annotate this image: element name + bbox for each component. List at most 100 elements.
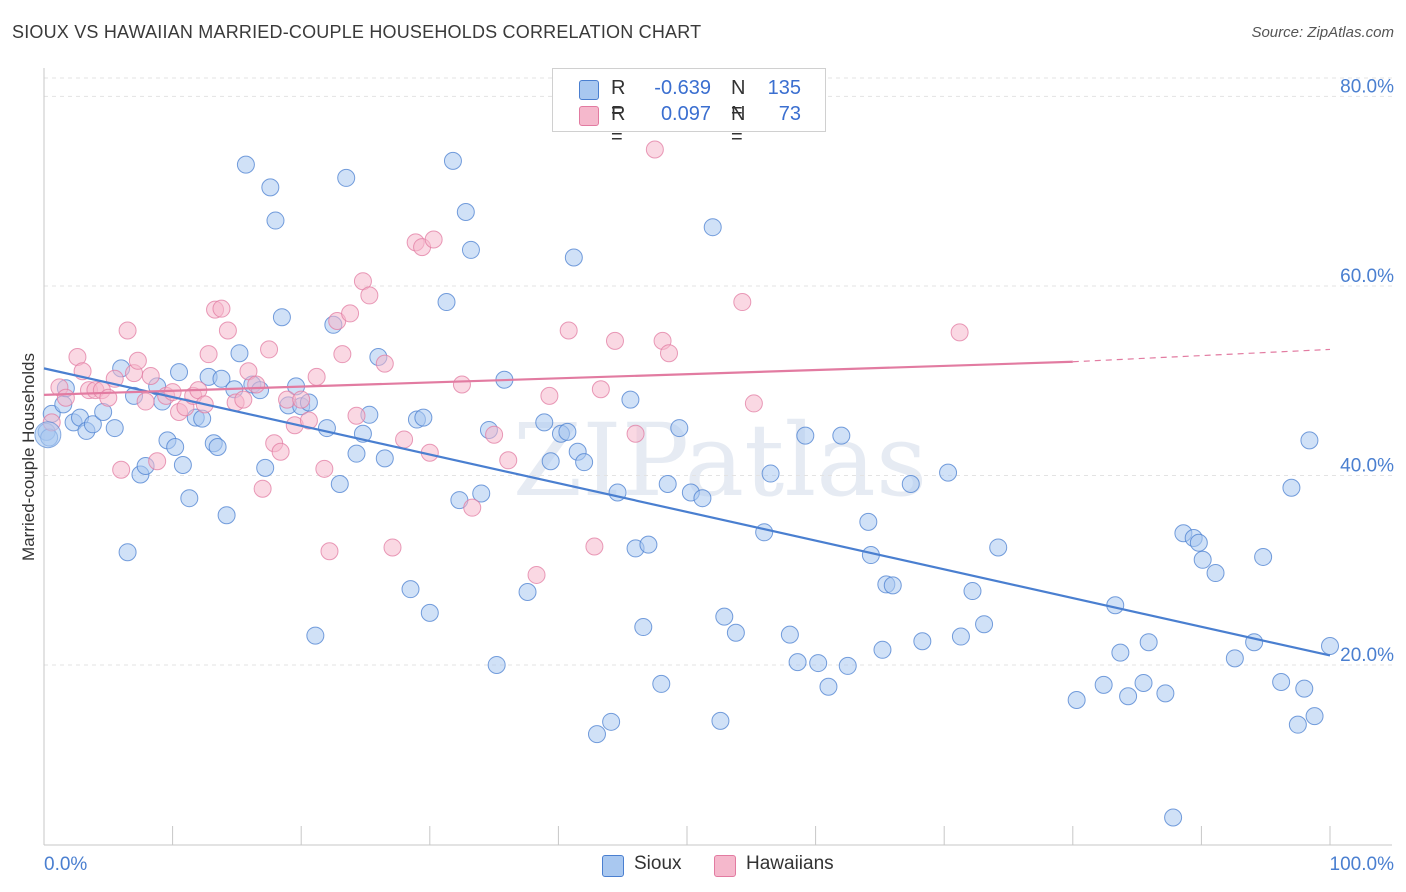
sioux-point xyxy=(236,155,255,174)
hawaiians-point xyxy=(347,406,366,425)
hawaiians-trend-line xyxy=(43,360,1073,397)
sioux-point xyxy=(939,463,958,482)
sioux-point xyxy=(901,474,920,493)
legend-swatch-sioux xyxy=(602,855,624,877)
x-axis-ticks xyxy=(43,826,1331,845)
sioux-point xyxy=(317,419,336,438)
sioux-point xyxy=(634,618,653,637)
chart-title: SIOUX VS HAWAIIAN MARRIED-COUPLE HOUSEHO… xyxy=(12,22,702,42)
hawaiians-point xyxy=(253,479,272,498)
hawaiians-point xyxy=(299,411,318,430)
hawaiians-point xyxy=(540,386,559,405)
legend-n-value: 73 xyxy=(778,103,801,125)
hawaiians-point xyxy=(292,390,311,409)
y-tick-label: 80.0% xyxy=(1340,76,1394,97)
sioux-point xyxy=(1067,691,1086,710)
sioux-point xyxy=(166,438,185,457)
hawaiians-point xyxy=(585,537,604,556)
x-tick-label-min: 0.0% xyxy=(44,854,87,875)
sioux-point xyxy=(1254,547,1273,566)
sioux-point xyxy=(652,674,671,693)
hawaiians-point xyxy=(626,424,645,443)
watermark-text: ZIPatlas xyxy=(513,402,928,519)
sioux-point xyxy=(715,607,734,626)
sioux-point xyxy=(272,308,291,327)
sioux-point xyxy=(180,489,199,508)
sioux-point xyxy=(883,576,902,595)
sioux-point xyxy=(217,506,236,525)
sioux-point xyxy=(1300,431,1319,450)
legend-r-value: -0.639 xyxy=(654,77,711,99)
hawaiians-point xyxy=(320,542,339,561)
sioux-point xyxy=(575,453,594,472)
sioux-point xyxy=(670,419,689,438)
sioux-point xyxy=(375,449,394,468)
hawaiians-point xyxy=(218,321,237,340)
hawaiians-point xyxy=(118,321,137,340)
sioux-point xyxy=(975,615,994,634)
hawaiians-point xyxy=(591,380,610,399)
hawaiians-point xyxy=(605,331,624,350)
legend-r-label: R = xyxy=(611,103,626,148)
sioux-point xyxy=(832,426,851,445)
hawaiians-point xyxy=(212,299,231,318)
sioux-point xyxy=(788,653,807,672)
sioux-point xyxy=(913,632,932,651)
hawaiians-point xyxy=(527,565,546,584)
sioux-point xyxy=(1134,673,1153,692)
hawaiians-point xyxy=(559,321,578,340)
sioux-point xyxy=(1206,564,1225,583)
hawaiians-point xyxy=(148,452,167,471)
sioux-point xyxy=(1156,684,1175,703)
hawaiians-point xyxy=(395,430,414,449)
sioux-point xyxy=(173,456,192,475)
sioux-point xyxy=(963,582,982,601)
sioux-point xyxy=(658,474,677,493)
hawaiians-point xyxy=(499,451,518,470)
y-axis-tick-labels: 20.0% 40.0% 60.0% 80.0% xyxy=(1340,76,1394,666)
sioux-point xyxy=(1119,687,1138,706)
hawaiians-point xyxy=(333,345,352,364)
sioux-point xyxy=(639,535,658,554)
sioux-point xyxy=(472,484,491,503)
scatter-points xyxy=(34,140,1339,827)
sioux-point xyxy=(1225,649,1244,668)
hawaiians-point xyxy=(141,366,160,385)
sioux-point xyxy=(1164,808,1183,827)
hawaiians-point xyxy=(463,498,482,517)
hawaiians-point xyxy=(56,388,75,407)
sioux-trend-line xyxy=(43,367,1331,657)
legend-n-value: 135 xyxy=(767,77,801,99)
hawaiians-point xyxy=(199,345,218,364)
sioux-point xyxy=(558,422,577,441)
hawaiians-point xyxy=(424,230,443,249)
source-credit: Source: ZipAtlas.com xyxy=(1251,24,1394,41)
sioux-point xyxy=(859,512,878,531)
sioux-point xyxy=(337,168,356,187)
axes xyxy=(43,68,1392,846)
sioux-point xyxy=(230,344,249,363)
sioux-point xyxy=(780,625,799,644)
watermark: ZIPatlas xyxy=(513,402,928,519)
sioux-point xyxy=(711,711,730,730)
sioux-point xyxy=(208,438,227,457)
sioux-point xyxy=(437,293,456,312)
hawaiians-point xyxy=(383,538,402,557)
sioux-point xyxy=(819,677,838,696)
hawaiians-point xyxy=(485,425,504,444)
sioux-point xyxy=(541,452,560,471)
sioux-point xyxy=(951,627,970,646)
hawaiians-point xyxy=(307,367,326,386)
legend-n-label: N = xyxy=(731,77,746,122)
hawaiians-point xyxy=(260,340,279,359)
legend-label-sioux: Sioux xyxy=(634,853,682,874)
hawaiians-point xyxy=(315,459,334,478)
hawaiians-point xyxy=(645,140,664,159)
sioux-point xyxy=(796,426,815,445)
hawaiians-point xyxy=(659,344,678,363)
sioux-point xyxy=(456,203,475,222)
sioux-point xyxy=(118,543,137,562)
sioux-point xyxy=(755,523,774,542)
legend-n-label: N = xyxy=(731,103,746,148)
